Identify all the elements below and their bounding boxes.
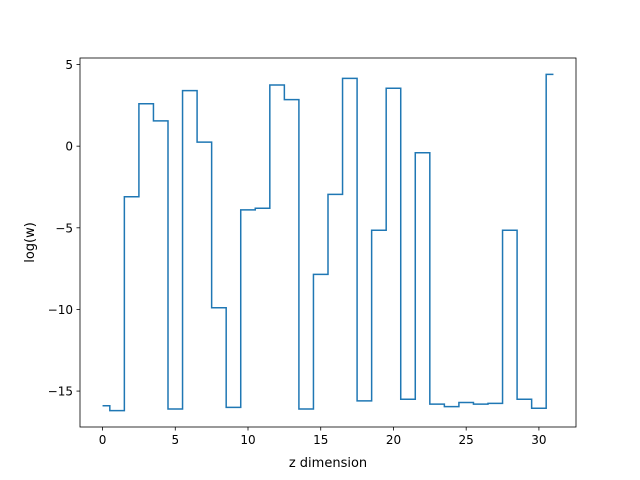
x-tick-label: 5 — [171, 433, 179, 447]
y-tick-label: −5 — [55, 221, 73, 235]
x-tick-label: 10 — [240, 433, 255, 447]
x-tick-label: 0 — [99, 433, 107, 447]
x-tick-label: 15 — [313, 433, 328, 447]
x-axis-ticks: 0 5 10 15 20 25 30 — [99, 427, 547, 447]
x-tick-label: 20 — [386, 433, 401, 447]
y-tick-label: 0 — [65, 140, 73, 154]
y-tick-label: −10 — [48, 303, 73, 317]
plot-frame — [79, 57, 577, 428]
x-tick-label: 25 — [459, 433, 474, 447]
x-axis-label: z dimension — [289, 456, 367, 471]
y-tick-label: 5 — [65, 58, 73, 72]
y-tick-label: −15 — [48, 385, 73, 399]
x-tick-label: 30 — [531, 433, 546, 447]
series-line — [102, 73, 554, 412]
y-axis-ticks: −15 −10 −5 0 5 — [48, 58, 80, 399]
y-axis-label: log(w) — [23, 222, 38, 263]
